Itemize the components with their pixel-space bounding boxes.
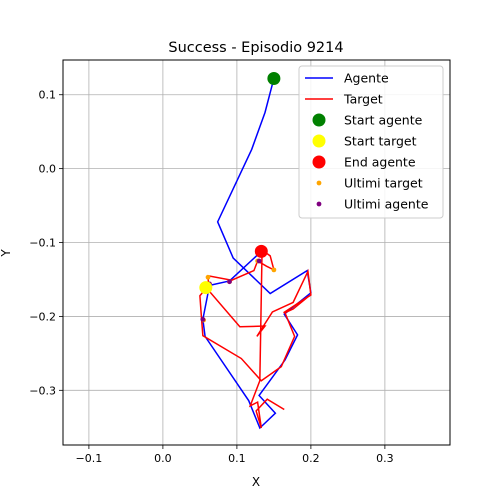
y-tick-label: −0.3 [29,384,56,397]
legend-label: Start agente [344,113,423,128]
ultimi-agente-point [256,258,262,264]
x-tick-label: 0.3 [376,452,394,465]
ultimi-agente-point [200,316,206,322]
legend-swatch [316,180,322,186]
ultimi-agente-point [227,279,232,285]
chart-title: Success - Episodio 9214 [168,40,343,56]
marker-layer [199,71,281,323]
plot-frame [62,59,451,446]
legend-label: Ultimi agente [344,197,429,212]
x-axis-label: X [252,475,260,489]
ultimi-target-point [271,267,277,273]
legend-label: Agente [344,71,389,86]
axis-ticks: −0.1 0.0 0.1 0.2 0.3 0.1 0.0 −0.1 −0.2 −0.3 [29,89,393,465]
ultimi-target-point [205,274,211,280]
start-target-marker [199,281,213,295]
y-tick-label: −0.1 [29,237,56,250]
end-agente-marker [254,244,268,258]
y-axis-label: Y [0,249,13,258]
legend-swatch [312,113,326,127]
legend-label: Ultimi target [344,176,423,191]
legend-swatch [312,134,326,148]
x-tick-label: 0.1 [228,452,246,465]
legend: Agente Target Start agente Start target End … [298,65,444,219]
legend-label: Target [343,92,383,107]
y-tick-label: −0.2 [29,310,56,323]
legend-label: End agente [344,155,416,170]
x-tick-label: −0.1 [76,452,103,465]
start-agente-marker [267,71,281,85]
series-target-continuation [248,251,285,429]
y-tick-label: 0.1 [39,89,57,102]
legend-swatch [312,155,326,169]
x-tick-label: 0.0 [154,452,172,465]
legend-label: Start target [344,134,417,149]
legend-swatch [316,201,322,207]
legend-box [298,65,444,219]
x-tick-label: 0.2 [302,452,320,465]
y-tick-label: 0.0 [39,163,57,176]
